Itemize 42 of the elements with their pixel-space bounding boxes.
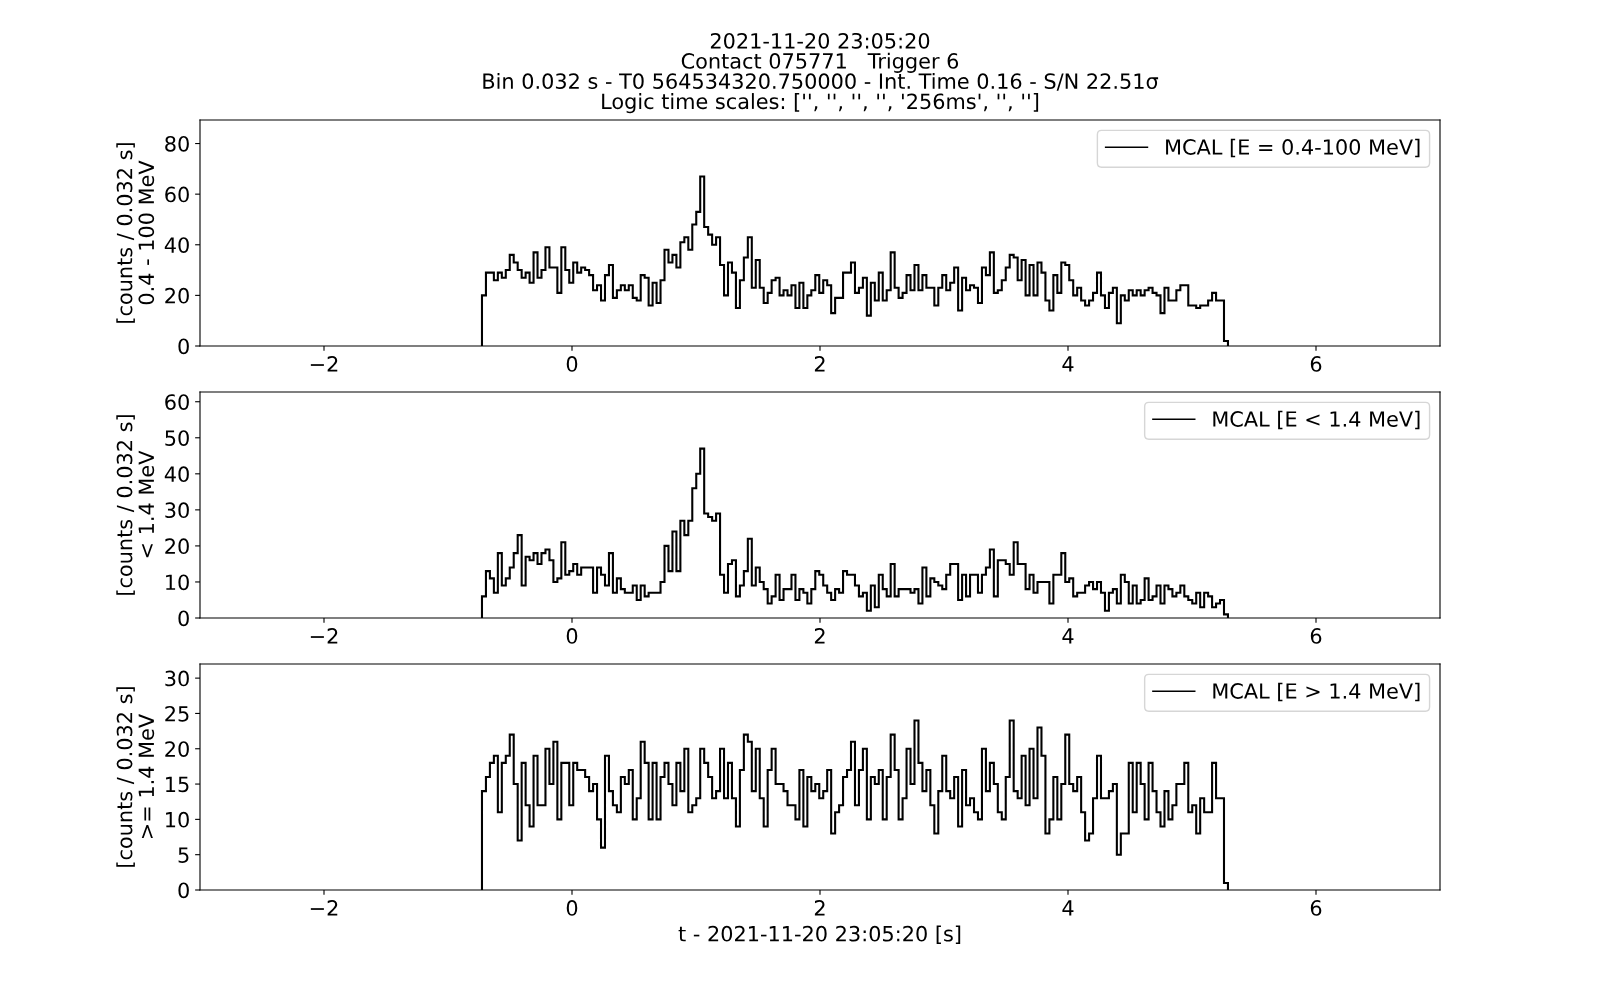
y-tick-label: 40 (164, 466, 189, 483)
y-tick-label: 5 (178, 847, 189, 863)
legend-label: MCAL [E < 1.4 MeV] (1213, 410, 1420, 430)
x-tick-label: 6 (1310, 628, 1322, 644)
legend-label: MCAL [E = 0.4-100 MeV] (1166, 138, 1420, 158)
y-tick-label: 60 (165, 394, 189, 410)
x-tick-label: 0 (566, 900, 578, 916)
y-axis-title: [counts / 0.032 s] 0.4 - 100 MeV (116, 143, 155, 323)
legend-label: MCAL [E > 1.4 MeV] (1213, 682, 1420, 702)
chart-title: 2021-11-20 23:05:20 Contact 075771 Trigger 6 Bin 0.032 s - T0 564534320.750000 - Int. Time 0.16 - S/N 22.51σ Logic time scales: ['', '', '', '', '256ms', '', ''] (483, 32, 1159, 114)
y-tick-label: 20 (165, 741, 189, 757)
y-axis-title: [counts / 0.032 s] >= 1.4 MeV (116, 687, 155, 867)
y-axis-title: [counts / 0.032 s] < 1.4 MeV (116, 415, 155, 595)
y-tick-label: 20 (165, 287, 189, 304)
y-tick-label: 25 (165, 705, 189, 722)
x-tick-label: 2 (814, 628, 825, 644)
y-tick-label: 30 (165, 670, 189, 687)
x-tick-label: 4 (1062, 628, 1074, 644)
x-tick-label: 2 (814, 356, 825, 372)
y-tick-label: 10 (166, 574, 189, 591)
x-tick-label: 4 (1062, 356, 1074, 372)
x-axis-title: t - 2021-11-20 23:05:20 [s] (678, 925, 961, 945)
x-tick-label: −2 (310, 628, 338, 644)
x-tick-label: −2 (310, 356, 338, 372)
x-tick-label: −2 (310, 900, 338, 916)
y-tick-label: 40 (164, 237, 189, 253)
y-tick-label: 50 (165, 430, 189, 446)
x-tick-label: 6 (1310, 356, 1322, 372)
x-tick-label: 0 (566, 628, 578, 644)
y-tick-label: 0 (178, 882, 189, 899)
y-tick-label: 80 (165, 135, 189, 152)
x-tick-label: 6 (1310, 900, 1322, 916)
x-tick-label: 2 (814, 900, 825, 916)
x-tick-label: 4 (1062, 900, 1074, 916)
y-tick-label: 0 (178, 610, 189, 627)
y-tick-label: 20 (165, 538, 189, 555)
y-tick-label: 0 (178, 338, 189, 355)
x-tick-label: 0 (566, 356, 578, 372)
y-tick-label: 15 (166, 776, 189, 793)
y-tick-label: 10 (166, 811, 189, 828)
y-tick-label: 60 (165, 186, 189, 203)
y-tick-label: 30 (165, 502, 189, 519)
